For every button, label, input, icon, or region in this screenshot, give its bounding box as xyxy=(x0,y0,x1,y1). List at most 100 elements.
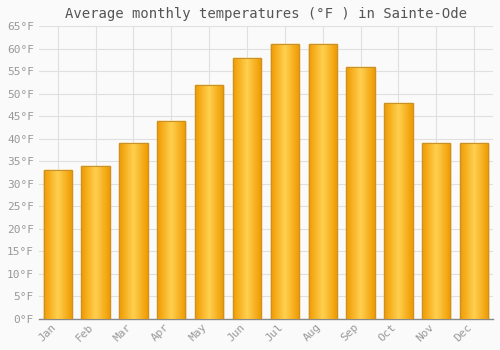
Bar xyxy=(82,166,110,319)
Bar xyxy=(195,85,224,319)
Bar xyxy=(69,170,70,319)
Bar xyxy=(55,170,56,319)
Bar xyxy=(250,58,252,319)
Bar xyxy=(324,44,325,319)
Bar xyxy=(399,103,400,319)
Bar xyxy=(409,103,410,319)
Bar xyxy=(216,85,217,319)
Bar xyxy=(288,44,289,319)
Bar xyxy=(405,103,406,319)
Bar xyxy=(410,103,411,319)
Bar xyxy=(290,44,291,319)
Bar xyxy=(159,121,160,319)
Bar xyxy=(317,44,318,319)
Bar xyxy=(422,143,423,319)
Bar xyxy=(89,166,90,319)
Bar xyxy=(322,44,324,319)
Bar xyxy=(138,143,139,319)
Bar xyxy=(354,67,355,319)
Bar xyxy=(430,143,432,319)
Bar xyxy=(136,143,137,319)
Bar xyxy=(99,166,100,319)
Bar xyxy=(407,103,408,319)
Bar xyxy=(346,67,347,319)
Bar xyxy=(44,170,72,319)
Bar xyxy=(356,67,357,319)
Bar xyxy=(104,166,105,319)
Bar xyxy=(364,67,365,319)
Bar xyxy=(335,44,336,319)
Bar xyxy=(332,44,334,319)
Bar xyxy=(128,143,129,319)
Bar xyxy=(272,44,273,319)
Bar xyxy=(167,121,168,319)
Bar xyxy=(220,85,221,319)
Bar xyxy=(465,143,466,319)
Bar xyxy=(460,143,462,319)
Bar xyxy=(448,143,449,319)
Bar xyxy=(45,170,46,319)
Bar xyxy=(119,143,148,319)
Bar xyxy=(487,143,488,319)
Bar xyxy=(329,44,330,319)
Bar xyxy=(82,166,83,319)
Bar xyxy=(476,143,477,319)
Bar xyxy=(146,143,147,319)
Bar xyxy=(221,85,222,319)
Bar xyxy=(86,166,87,319)
Bar xyxy=(208,85,209,319)
Bar xyxy=(464,143,465,319)
Bar xyxy=(166,121,167,319)
Bar xyxy=(411,103,412,319)
Bar xyxy=(481,143,482,319)
Bar xyxy=(442,143,444,319)
Bar xyxy=(60,170,62,319)
Bar xyxy=(440,143,441,319)
Bar xyxy=(296,44,297,319)
Bar xyxy=(135,143,136,319)
Bar xyxy=(424,143,425,319)
Bar xyxy=(212,85,214,319)
Bar xyxy=(478,143,479,319)
Bar xyxy=(144,143,145,319)
Bar xyxy=(256,58,257,319)
Bar xyxy=(100,166,102,319)
Bar xyxy=(316,44,317,319)
Bar xyxy=(325,44,326,319)
Bar xyxy=(245,58,246,319)
Bar xyxy=(176,121,177,319)
Bar xyxy=(446,143,447,319)
Bar xyxy=(437,143,438,319)
Bar xyxy=(470,143,472,319)
Bar xyxy=(428,143,429,319)
Bar xyxy=(49,170,50,319)
Bar xyxy=(334,44,335,319)
Bar xyxy=(435,143,436,319)
Bar xyxy=(175,121,176,319)
Bar xyxy=(291,44,292,319)
Bar xyxy=(315,44,316,319)
Bar xyxy=(157,121,158,319)
Bar xyxy=(90,166,92,319)
Bar xyxy=(331,44,332,319)
Bar xyxy=(199,85,200,319)
Bar xyxy=(308,44,337,319)
Bar xyxy=(97,166,98,319)
Bar xyxy=(469,143,470,319)
Bar xyxy=(252,58,254,319)
Bar xyxy=(355,67,356,319)
Bar xyxy=(157,121,186,319)
Bar xyxy=(129,143,130,319)
Bar xyxy=(297,44,298,319)
Bar xyxy=(218,85,219,319)
Bar xyxy=(472,143,474,319)
Bar xyxy=(235,58,236,319)
Bar xyxy=(436,143,437,319)
Bar xyxy=(348,67,349,319)
Bar xyxy=(207,85,208,319)
Bar xyxy=(140,143,141,319)
Bar xyxy=(105,166,106,319)
Bar xyxy=(480,143,481,319)
Bar xyxy=(164,121,165,319)
Bar xyxy=(425,143,426,319)
